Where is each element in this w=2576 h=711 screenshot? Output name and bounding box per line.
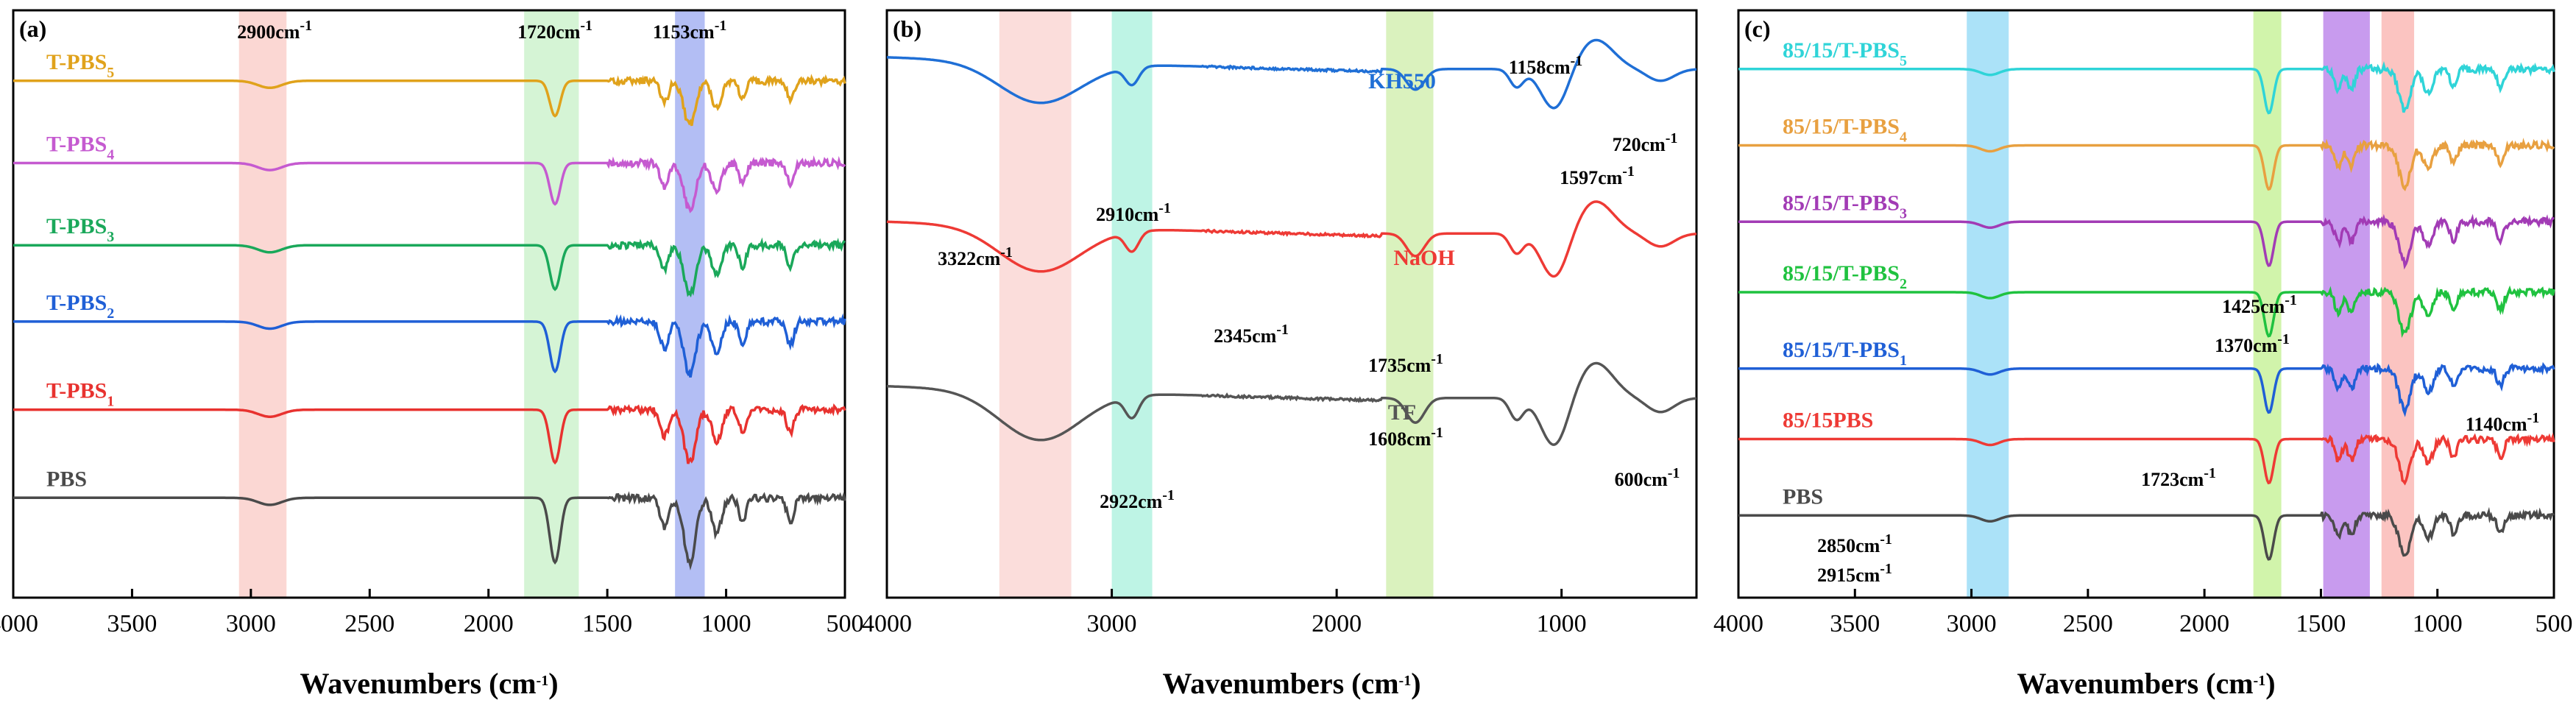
x-axis-title: Wavenumbers (cm-1) xyxy=(2017,667,2275,700)
x-tick-label: 3500 xyxy=(1830,610,1880,637)
series-line xyxy=(1738,213,2555,270)
series-line xyxy=(13,237,846,298)
x-tick-label: 1500 xyxy=(582,610,632,637)
plot-frame xyxy=(885,9,1698,599)
x-tick-label: 500 xyxy=(2536,610,2573,637)
x-tick-label: 2000 xyxy=(1312,610,1362,637)
series-label: 85/15/T-PBS5 xyxy=(1783,38,1907,69)
highlight-band-3 xyxy=(1386,10,1434,598)
series-label: T-PBS2 xyxy=(46,291,114,322)
highlight-band-2 xyxy=(524,10,579,598)
peak-annotation: 1720cm-1 xyxy=(517,18,592,43)
highlight-band-1 xyxy=(999,10,1072,598)
x-tick-label: 3000 xyxy=(1947,610,1997,637)
series-label: TF xyxy=(1388,400,1416,425)
peak-annotation: 2910cm-1 xyxy=(1096,200,1171,225)
peak-annotation: 1370cm-1 xyxy=(2215,331,2290,356)
x-tick-label: 2500 xyxy=(344,610,394,637)
peak-annotation: 2345cm-1 xyxy=(1214,322,1289,347)
peak-annotation: 1158cm-1 xyxy=(1509,53,1582,78)
series-label: KH550 xyxy=(1368,69,1436,93)
peak-annotation: 2850cm-1 xyxy=(1817,531,1892,556)
series-line xyxy=(13,403,846,465)
peak-annotation: 1723cm-1 xyxy=(2141,465,2216,490)
peak-annotation: 600cm-1 xyxy=(1615,465,1680,490)
peak-annotation: 1153cm-1 xyxy=(653,18,726,43)
series-line xyxy=(1738,361,2555,417)
x-tick-label: 3000 xyxy=(1087,610,1137,637)
x-tick-label: 3000 xyxy=(226,610,276,637)
series-line xyxy=(13,74,846,127)
series-label: PBS xyxy=(46,467,87,491)
highlight-band-4 xyxy=(2381,10,2415,598)
panel-2: 4000 3000 2000 1000 Wavenumbers (cm-1) (b) KH5… xyxy=(862,9,1698,700)
series-line xyxy=(1738,61,2555,115)
series-label: T-PBS1 xyxy=(46,379,114,410)
series-line xyxy=(887,38,1697,110)
highlight-band-1 xyxy=(238,10,287,598)
panel-1: 4000 3500 3000 2500 2000 1500 1000 500 Wavenumbe… xyxy=(0,9,864,700)
peak-annotation: 2900cm-1 xyxy=(237,18,312,43)
series-label: T-PBS4 xyxy=(46,132,114,163)
x-tick-label: 2000 xyxy=(464,610,514,637)
series-label: 85/15/T-PBS4 xyxy=(1783,115,1907,146)
panel-label: (b) xyxy=(893,15,921,42)
panel-label: (c) xyxy=(1744,15,1771,42)
x-tick-label: 500 xyxy=(827,610,864,637)
peak-annotation: 1597cm-1 xyxy=(1560,163,1635,188)
x-tick-label: 1000 xyxy=(1537,610,1587,637)
x-tick-label: 1500 xyxy=(2296,610,2346,637)
series-label: 85/15/T-PBS3 xyxy=(1783,191,1907,222)
series-line xyxy=(1738,506,2555,561)
panel-3: 4000 3500 3000 2500 2000 1500 1000 500 Wavenumbe… xyxy=(1713,9,2573,700)
x-tick-label: 4000 xyxy=(1713,610,1763,637)
x-tick-label: 4000 xyxy=(862,610,912,637)
x-tick-label: 2500 xyxy=(2063,610,2113,637)
x-axis-title: Wavenumbers (cm-1) xyxy=(1162,667,1420,700)
plot-frame xyxy=(1737,9,2555,599)
peak-annotation: 1425cm-1 xyxy=(2222,292,2297,317)
series-line xyxy=(13,155,846,213)
series-line xyxy=(1738,138,2555,191)
peak-annotation: 2922cm-1 xyxy=(1100,487,1175,512)
peak-annotation: 2915cm-1 xyxy=(1817,561,1892,586)
x-tick-label: 2000 xyxy=(2179,610,2229,637)
highlight-band-3 xyxy=(675,10,705,598)
series-line xyxy=(13,313,846,378)
series-line xyxy=(887,361,1697,446)
series-label: 85/15/T-PBS2 xyxy=(1783,261,1907,292)
x-tick-label: 1000 xyxy=(701,610,751,637)
x-tick-label: 1000 xyxy=(2413,610,2463,637)
highlight-band-1 xyxy=(1967,10,2009,598)
series-line xyxy=(13,491,846,570)
highlight-band-2 xyxy=(1111,10,1153,598)
series-label: T-PBS3 xyxy=(46,214,114,245)
series-label: T-PBS5 xyxy=(46,50,114,81)
series-label: 85/15/T-PBS1 xyxy=(1783,338,1907,369)
peak-annotation: 1608cm-1 xyxy=(1368,425,1443,450)
series-label: NaOH xyxy=(1393,246,1454,270)
x-tick-label: 3500 xyxy=(107,610,157,637)
series-line xyxy=(886,200,1697,278)
peak-annotation: 3322cm-1 xyxy=(938,244,1013,269)
series-label: 85/15PBS xyxy=(1783,408,1873,433)
peak-annotation: 1735cm-1 xyxy=(1368,351,1443,376)
series-line xyxy=(1738,432,2555,486)
x-tick-label: 4000 xyxy=(0,610,38,637)
x-axis-title: Wavenumbers (cm-1) xyxy=(300,667,558,700)
series-line xyxy=(1738,285,2555,339)
series-label: PBS xyxy=(1783,484,1823,509)
peak-annotation: 720cm-1 xyxy=(1613,130,1678,155)
peak-annotation: 1140cm-1 xyxy=(2466,410,2539,435)
panel-label: (a) xyxy=(19,15,46,42)
plot-frame xyxy=(12,9,846,599)
